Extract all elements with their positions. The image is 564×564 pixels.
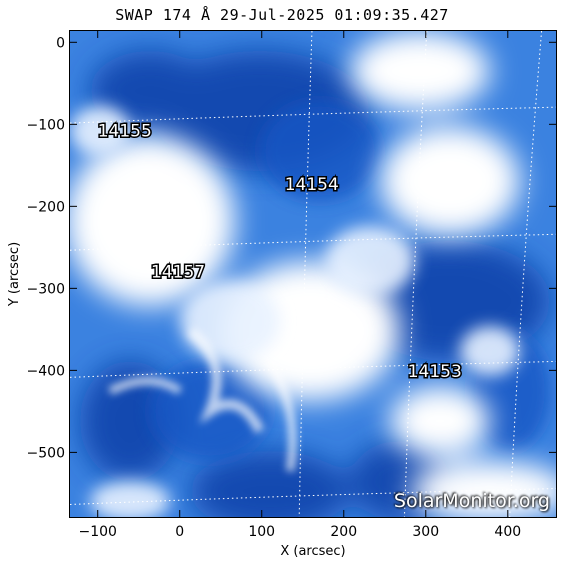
y-tick-label: −100: [27, 117, 65, 133]
image-title: SWAP 174 Å 29-Jul-2025 01:09:35.427: [115, 6, 449, 24]
watermark-text: SolarMonitor.org: [393, 490, 550, 512]
y-axis-title: Y (arcsec): [7, 242, 22, 307]
x-axis-title: X (arcsec): [280, 544, 345, 559]
x-tick-label: −100: [78, 524, 116, 540]
grid-longitude-line: [403, 31, 428, 517]
y-tick-label: −500: [27, 445, 65, 461]
grid-longitude-line: [298, 31, 313, 517]
grid-latitude-line: [70, 360, 556, 378]
grid-latitude-line: [70, 488, 556, 505]
x-tick-label: 100: [248, 524, 275, 540]
y-tick-label: −300: [27, 281, 65, 297]
x-tick-label: 300: [412, 524, 439, 540]
solar-emission-map: [70, 31, 556, 517]
y-tick-label: −400: [27, 363, 65, 379]
heliographic-grid: [70, 31, 556, 517]
x-tick-label: 400: [494, 524, 521, 540]
y-tick-label: −200: [27, 199, 65, 215]
solar-image: [69, 30, 557, 518]
grid-latitude-line: [70, 106, 556, 124]
x-tick-label: 200: [330, 524, 357, 540]
y-tick-label: 0: [56, 35, 65, 51]
grid-latitude-line: [70, 233, 556, 251]
x-tick-label: 0: [175, 524, 184, 540]
